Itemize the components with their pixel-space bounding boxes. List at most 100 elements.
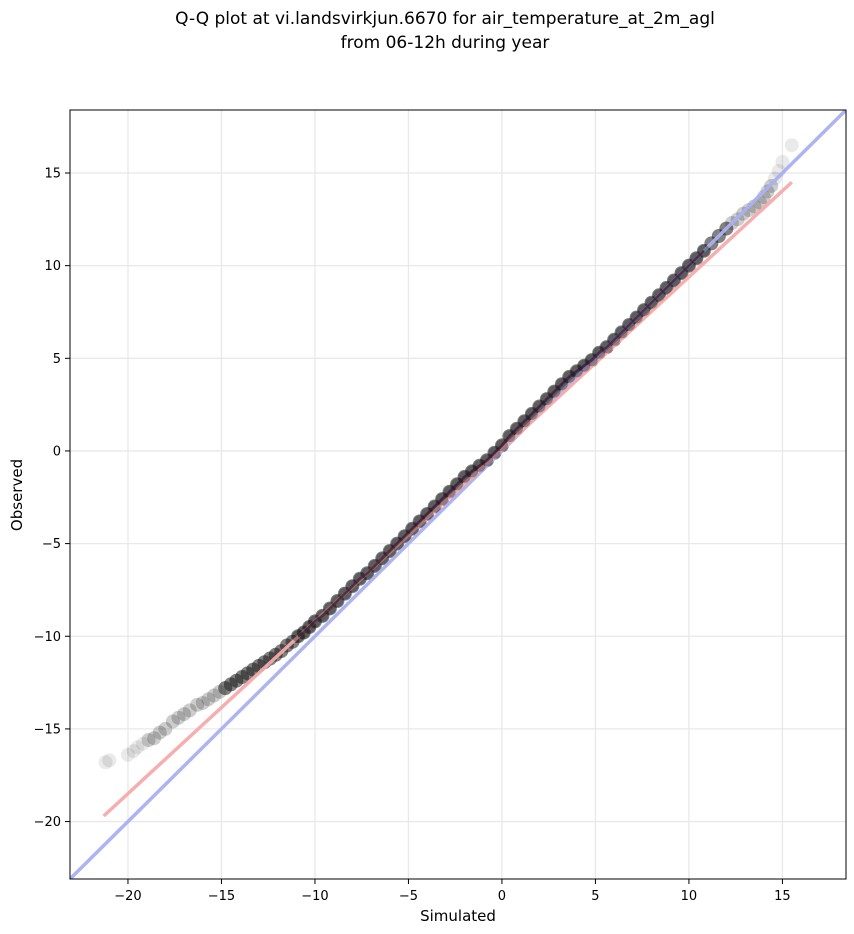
quantile-point-core <box>303 620 316 633</box>
quantile-point <box>760 184 775 199</box>
quantile-point <box>182 703 197 718</box>
quantile-point-core <box>292 630 305 643</box>
quantile-point-core <box>697 244 710 257</box>
quantile-point-core <box>316 609 329 622</box>
quantile-point <box>135 736 150 751</box>
quantile-point-core <box>540 393 553 406</box>
quantile-point-core <box>398 530 411 543</box>
plot-frame <box>69 109 847 880</box>
quantile-point-core <box>600 341 613 354</box>
quantile-point-core <box>495 439 508 452</box>
y-tick-label: −5 <box>42 537 61 552</box>
chart-subtitle: from 06-12h during year <box>341 33 550 53</box>
x-tick-label: 15 <box>774 889 791 904</box>
quantile-point <box>177 707 192 722</box>
x-axis-label: Simulated <box>420 907 496 925</box>
quantile-point <box>152 725 167 740</box>
quantile-point-core <box>480 454 493 467</box>
quantile-point-core <box>525 407 538 420</box>
quantile-point-core <box>682 259 695 272</box>
fit-line <box>102 180 793 818</box>
grid-lines <box>70 110 846 879</box>
quantile-point <box>141 733 156 748</box>
quantile-point-core <box>660 281 673 294</box>
quantile-point-core <box>518 415 531 428</box>
quantile-point-core <box>653 289 666 302</box>
quantile-point-core <box>608 333 621 346</box>
quantile-point-core <box>323 602 336 615</box>
quantile-point-core <box>428 500 441 513</box>
quantile-point <box>784 138 799 153</box>
quantile-point-core <box>338 587 351 600</box>
chart-title: Q-Q plot at vi.landsvirkjun.6670 for air… <box>175 9 715 29</box>
y-axis-ticks: −20 −15 −10 −5 0 5 10 15 <box>34 167 70 830</box>
x-tick-label: −5 <box>399 889 418 904</box>
quantile-point <box>775 154 790 169</box>
quantile-point-core <box>368 559 381 572</box>
x-tick-label: 0 <box>498 889 506 904</box>
quantile-point-core <box>346 580 359 593</box>
quantile-point-core <box>376 552 389 565</box>
quantile-point <box>158 721 173 736</box>
quantile-point <box>171 710 186 725</box>
quantile-point-core <box>548 385 561 398</box>
dense-band-blue <box>297 249 705 638</box>
y-tick-label: 5 <box>53 352 61 367</box>
quantile-point-core <box>578 359 591 372</box>
quantile-point-core <box>563 370 576 383</box>
y-tick-label: 15 <box>44 167 61 182</box>
y-tick-label: 10 <box>44 259 61 274</box>
quantile-point <box>147 731 162 746</box>
quantile-point <box>98 755 113 770</box>
quantile-point-core <box>391 537 404 550</box>
quantile-point-core <box>466 465 479 478</box>
quantile-point-core <box>690 252 703 265</box>
quantile-point-core <box>308 615 321 628</box>
quantile-point-core <box>443 485 456 498</box>
quantile-point <box>120 747 135 762</box>
quantile-point-core <box>353 572 366 585</box>
quantile-point-core <box>630 311 643 324</box>
quantile-point-core <box>645 296 658 309</box>
quantile-point-core <box>488 446 501 459</box>
quantile-point-core <box>615 326 628 339</box>
y-tick-label: 0 <box>53 444 61 459</box>
plot-series <box>70 110 846 879</box>
quantile-point <box>195 695 210 710</box>
quantile-point <box>206 688 221 703</box>
quantile-point-core <box>533 400 546 413</box>
quantile-point <box>130 740 145 755</box>
quantile-point-core <box>570 365 583 378</box>
x-tick-label: −15 <box>208 889 235 904</box>
x-tick-label: −10 <box>301 889 328 904</box>
quantile-point-core <box>451 478 464 491</box>
quantile-point <box>102 753 117 768</box>
quantile-point-core <box>503 430 516 443</box>
x-tick-label: −20 <box>114 889 141 904</box>
y-axis-label: Observed <box>8 459 26 531</box>
quantile-point <box>201 692 216 707</box>
quantile-point <box>165 714 180 729</box>
y-tick-label: −15 <box>34 722 61 737</box>
quantile-point-core <box>413 515 426 528</box>
quantile-point <box>190 697 205 712</box>
quantile-point-core <box>593 346 606 359</box>
dense-band-red <box>297 250 705 638</box>
quantile-point-core <box>458 470 471 483</box>
quantile-point-core <box>331 595 344 608</box>
quantile-point-core <box>623 318 636 331</box>
quantile-point-core <box>473 459 486 472</box>
quantile-point-core <box>361 567 374 580</box>
y-tick-label: −20 <box>34 815 61 830</box>
identity-line <box>70 110 846 879</box>
quantile-point-core <box>675 267 688 280</box>
y-tick-label: −10 <box>34 630 61 645</box>
quantile-point-core <box>510 422 523 435</box>
x-axis-ticks: −20 −15 −10 −5 0 5 10 15 <box>114 879 791 904</box>
quantile-point-core <box>555 378 568 391</box>
quantile-point-core <box>638 304 651 317</box>
quantile-point-core <box>406 522 419 535</box>
quantile-point-core <box>421 507 434 520</box>
quantile-point-core <box>383 545 396 558</box>
